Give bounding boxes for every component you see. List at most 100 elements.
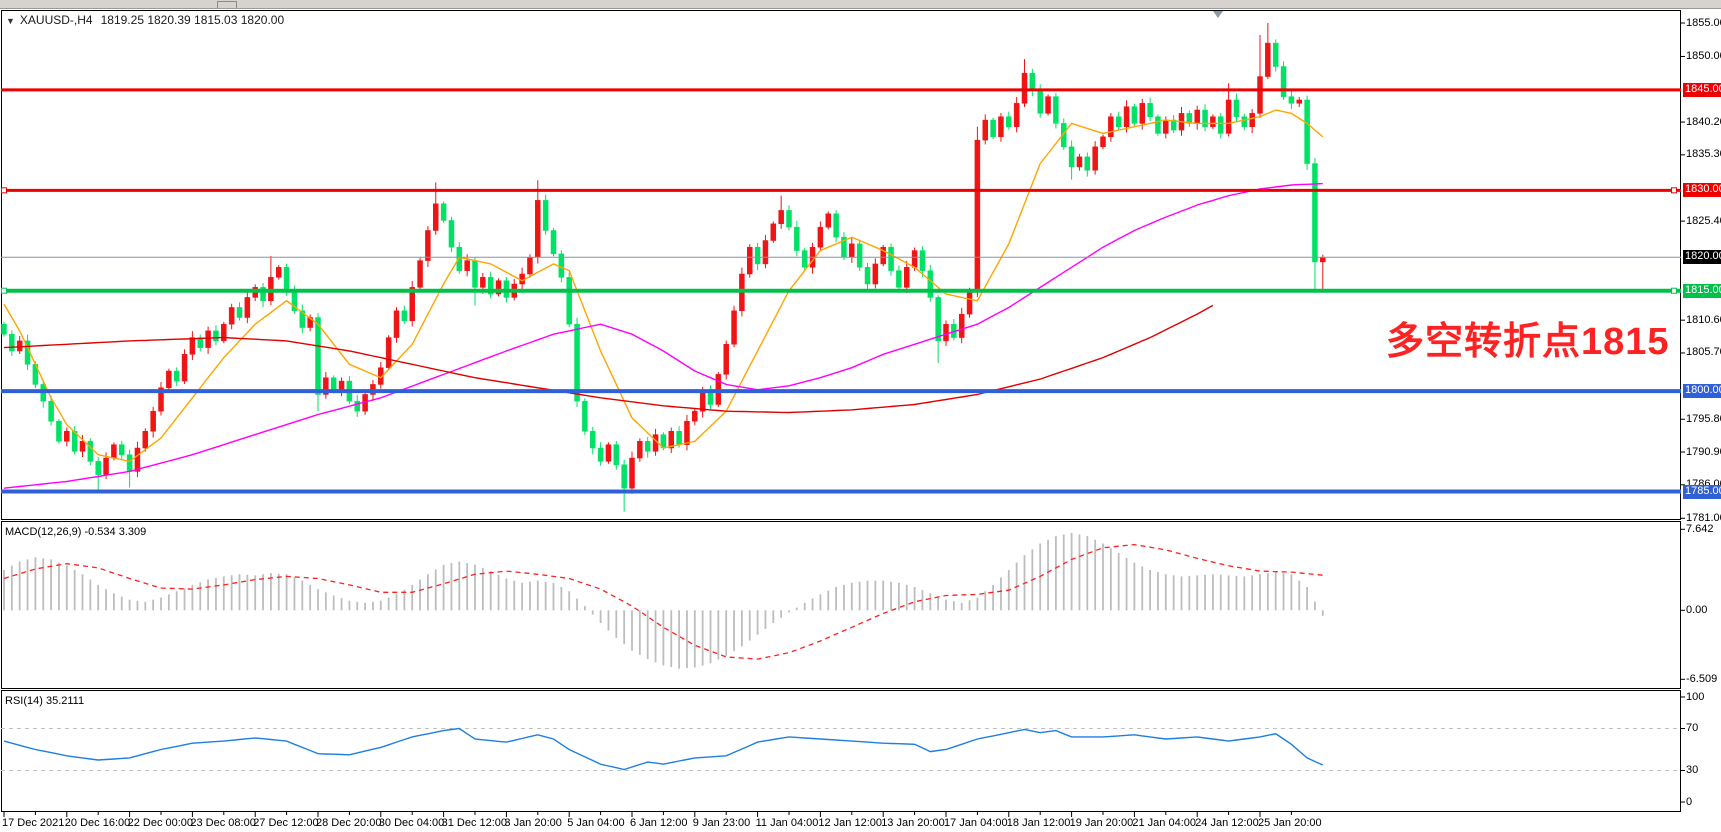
candle-body[interactable] [1053,96,1059,124]
candle-body[interactable] [1186,113,1193,124]
candle-body[interactable] [283,267,290,291]
candle-body[interactable] [315,317,321,395]
candle-body[interactable] [173,370,180,382]
candle-body[interactable] [401,310,408,322]
candle-body[interactable] [385,337,392,368]
candle-body[interactable] [1147,103,1153,117]
candle-body[interactable] [95,461,101,476]
candle-body[interactable] [1288,96,1295,104]
level-handle[interactable] [1,287,7,294]
candle-body[interactable] [1225,99,1232,134]
candle-body[interactable] [1139,103,1145,124]
candle-body[interactable] [935,297,941,342]
candle-body[interactable] [260,287,266,302]
candle-body[interactable] [911,250,918,268]
candle-body[interactable] [1233,99,1240,117]
candle-body[interactable] [472,260,478,288]
candle-body[interactable] [213,330,219,342]
candle-body[interactable] [644,441,651,452]
candle-body[interactable] [590,431,596,449]
candle-body[interactable] [676,431,682,445]
candle-body[interactable] [1061,123,1067,148]
candle-body[interactable] [236,307,243,318]
candle-body[interactable] [448,220,455,248]
candle-body[interactable] [64,431,70,442]
candle-body[interactable] [1131,106,1138,124]
candle-body[interactable] [409,287,415,322]
candle-body[interactable] [943,323,949,342]
candle-body[interactable] [864,267,871,285]
candle-body[interactable] [794,226,800,251]
candle-body[interactable] [1249,113,1255,127]
candle-body[interactable] [1084,156,1091,171]
candle-body[interactable] [158,387,164,412]
candle-body[interactable] [982,119,988,141]
candle-body[interactable] [801,250,808,268]
candle-body[interactable] [1163,119,1169,134]
candle-body[interactable] [621,464,627,489]
candle-body[interactable] [1280,66,1287,97]
candle-body[interactable] [637,441,643,459]
candle-body[interactable] [699,390,706,412]
candle-body[interactable] [1320,257,1326,263]
candle-body[interactable] [330,377,337,392]
candle-body[interactable] [487,277,494,295]
candle-body[interactable] [825,213,831,228]
candle-body[interactable] [1100,136,1106,148]
candle-body[interactable] [48,400,54,422]
candle-body[interactable] [692,410,698,422]
candle-body[interactable] [181,354,188,382]
candle-body[interactable] [189,337,196,355]
candle-body[interactable] [16,340,23,352]
candle-body[interactable] [1218,116,1224,134]
candle-body[interactable] [668,431,674,449]
candle-body[interactable] [425,230,431,261]
level-handle[interactable] [1671,187,1677,194]
candle-body[interactable] [723,344,729,375]
candle-body[interactable] [103,457,109,476]
candle-body[interactable] [566,277,572,325]
candle-body[interactable] [354,400,360,412]
candle-body[interactable] [927,270,934,298]
candle-body[interactable] [1045,96,1051,114]
candle-body[interactable] [1312,163,1318,263]
candle-body[interactable] [56,420,62,442]
candle-body[interactable] [1,323,7,335]
candle-body[interactable] [542,200,549,231]
candle-body[interactable] [433,203,439,231]
candle-body[interactable] [1210,116,1216,127]
candle-body[interactable] [1123,106,1130,127]
candle-body[interactable] [990,119,996,138]
candle-body[interactable] [888,246,894,271]
candle-body[interactable] [1194,109,1200,124]
candle-body[interactable] [974,139,981,291]
candle-body[interactable] [197,337,203,348]
candle-body[interactable] [142,431,149,449]
candle-body[interactable] [629,457,635,489]
candle-body[interactable] [244,297,251,318]
candle-body[interactable] [393,310,400,338]
candle-body[interactable] [613,444,620,465]
candle-body[interactable] [79,441,86,452]
candle-body[interactable] [166,370,172,389]
candle-body[interactable] [919,250,926,271]
candle-body[interactable] [1076,156,1083,168]
candle-body[interactable] [527,257,533,275]
annotation-text[interactable]: 多空转折点1815 [1386,321,1670,363]
candle-body[interactable] [480,277,486,288]
candle-body[interactable] [880,246,886,265]
candle-body[interactable] [464,260,470,271]
candle-body[interactable] [684,420,690,445]
candle-body[interactable] [1013,103,1020,127]
candle-body[interactable] [966,290,973,315]
candle-body[interactable] [535,200,541,258]
candle-body[interactable] [9,333,15,352]
candle-body[interactable] [111,444,117,459]
candle-body[interactable] [150,410,156,432]
candle-body[interactable] [707,390,714,405]
candle-body[interactable] [597,447,604,462]
candle-body[interactable] [1170,119,1177,131]
level-handle[interactable] [1,187,7,194]
candle-body[interactable] [134,447,141,472]
